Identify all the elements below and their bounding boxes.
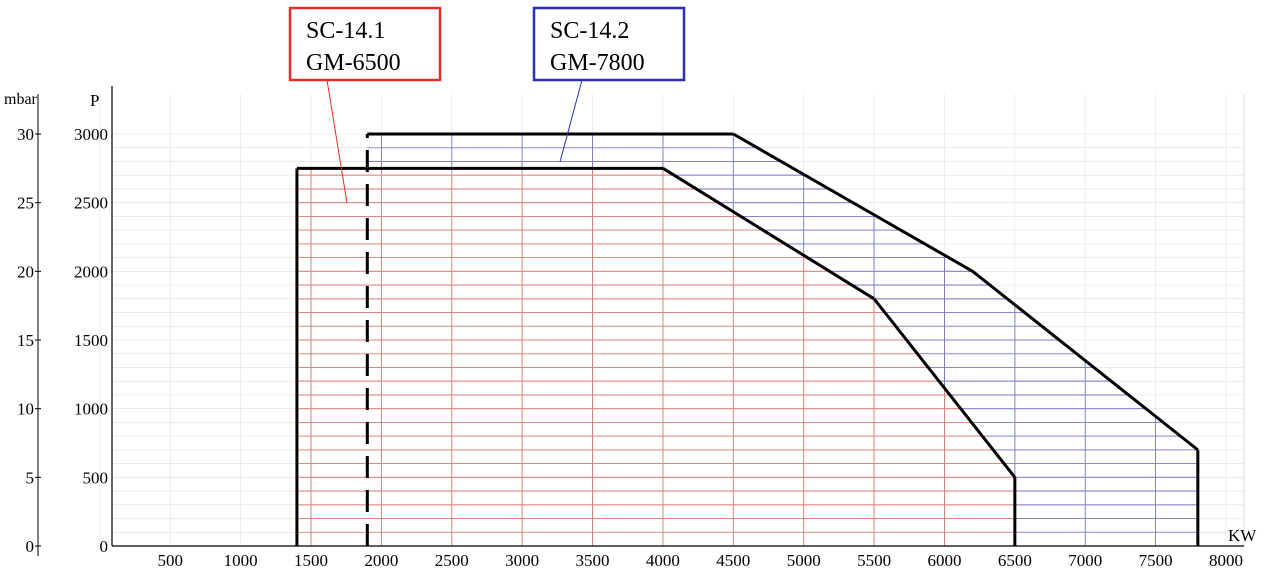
legend-box-frame bbox=[288, 6, 442, 82]
legend-label: SC-14.1 bbox=[306, 18, 385, 44]
legend-leader-line bbox=[326, 79, 348, 204]
y-tick-label-mbar: 25 bbox=[17, 194, 34, 213]
x-tick-label: 4500 bbox=[716, 551, 750, 570]
y-unit-label-mbar: mbar bbox=[4, 91, 38, 108]
x-unit-label: KW bbox=[1228, 526, 1257, 545]
series-outline-segment-1 bbox=[872, 297, 1017, 479]
legend-box-frame bbox=[532, 6, 686, 82]
series-outlines bbox=[295, 132, 1200, 546]
x-tick-label: 2500 bbox=[435, 551, 469, 570]
series-outline-segment-2 bbox=[732, 132, 974, 273]
y-tick-label-mbar: 10 bbox=[17, 400, 34, 419]
series-outline-segment-2 bbox=[971, 270, 1199, 452]
series-legend: SC-14.1 GM-6500 SC-14.2 GM-7800 bbox=[288, 6, 686, 204]
x-tick-label: 6000 bbox=[927, 551, 961, 570]
legend-label: GM-6500 bbox=[306, 50, 401, 76]
legend-item-2: SC-14.2 GM-7800 bbox=[532, 6, 686, 163]
x-tick-label: 4000 bbox=[646, 551, 680, 570]
x-tick-label: 7000 bbox=[1068, 551, 1102, 570]
y-tick-label-mbar: 15 bbox=[17, 331, 34, 350]
x-tick-label: 7500 bbox=[1139, 551, 1173, 570]
chart-axes bbox=[35, 86, 1244, 556]
legend-leader-line bbox=[559, 79, 583, 163]
x-tick-label: 3500 bbox=[576, 551, 610, 570]
y-tick-label-p: 1000 bbox=[74, 400, 108, 419]
series-outline-segment-1 bbox=[662, 167, 875, 301]
y-unit-label-p: P bbox=[90, 91, 99, 110]
legend-item-1: SC-14.1 GM-6500 bbox=[288, 6, 442, 204]
x-tick-label: 500 bbox=[157, 551, 183, 570]
y-tick-label-p: 500 bbox=[83, 468, 109, 487]
x-tick-label: 3000 bbox=[505, 551, 539, 570]
legend-label: GM-7800 bbox=[550, 50, 645, 76]
x-tick-label: 5500 bbox=[857, 551, 891, 570]
x-tick-label: 6500 bbox=[998, 551, 1032, 570]
series-fills bbox=[296, 134, 1198, 547]
x-tick-label: 2000 bbox=[364, 551, 398, 570]
y-tick-label-p: 2000 bbox=[74, 262, 108, 281]
x-tick-label: 1500 bbox=[294, 551, 328, 570]
y-tick-label-p: 2500 bbox=[74, 194, 108, 213]
x-tick-label: 8000 bbox=[1209, 551, 1243, 570]
y-tick-label-p: 1500 bbox=[74, 331, 108, 350]
y-tick-label-mbar: 5 bbox=[26, 468, 35, 487]
y-tick-label-mbar: 30 bbox=[17, 125, 34, 144]
y-tick-label-mbar: 20 bbox=[17, 262, 34, 281]
legend-label: SC-14.2 bbox=[550, 18, 629, 44]
y-tick-label-p: 0 bbox=[100, 537, 109, 556]
y-tick-label-p: 3000 bbox=[74, 125, 108, 144]
y-tick-label-mbar: 0 bbox=[26, 537, 35, 556]
x-tick-label: 1000 bbox=[224, 551, 258, 570]
x-tick-label: 5000 bbox=[787, 551, 821, 570]
